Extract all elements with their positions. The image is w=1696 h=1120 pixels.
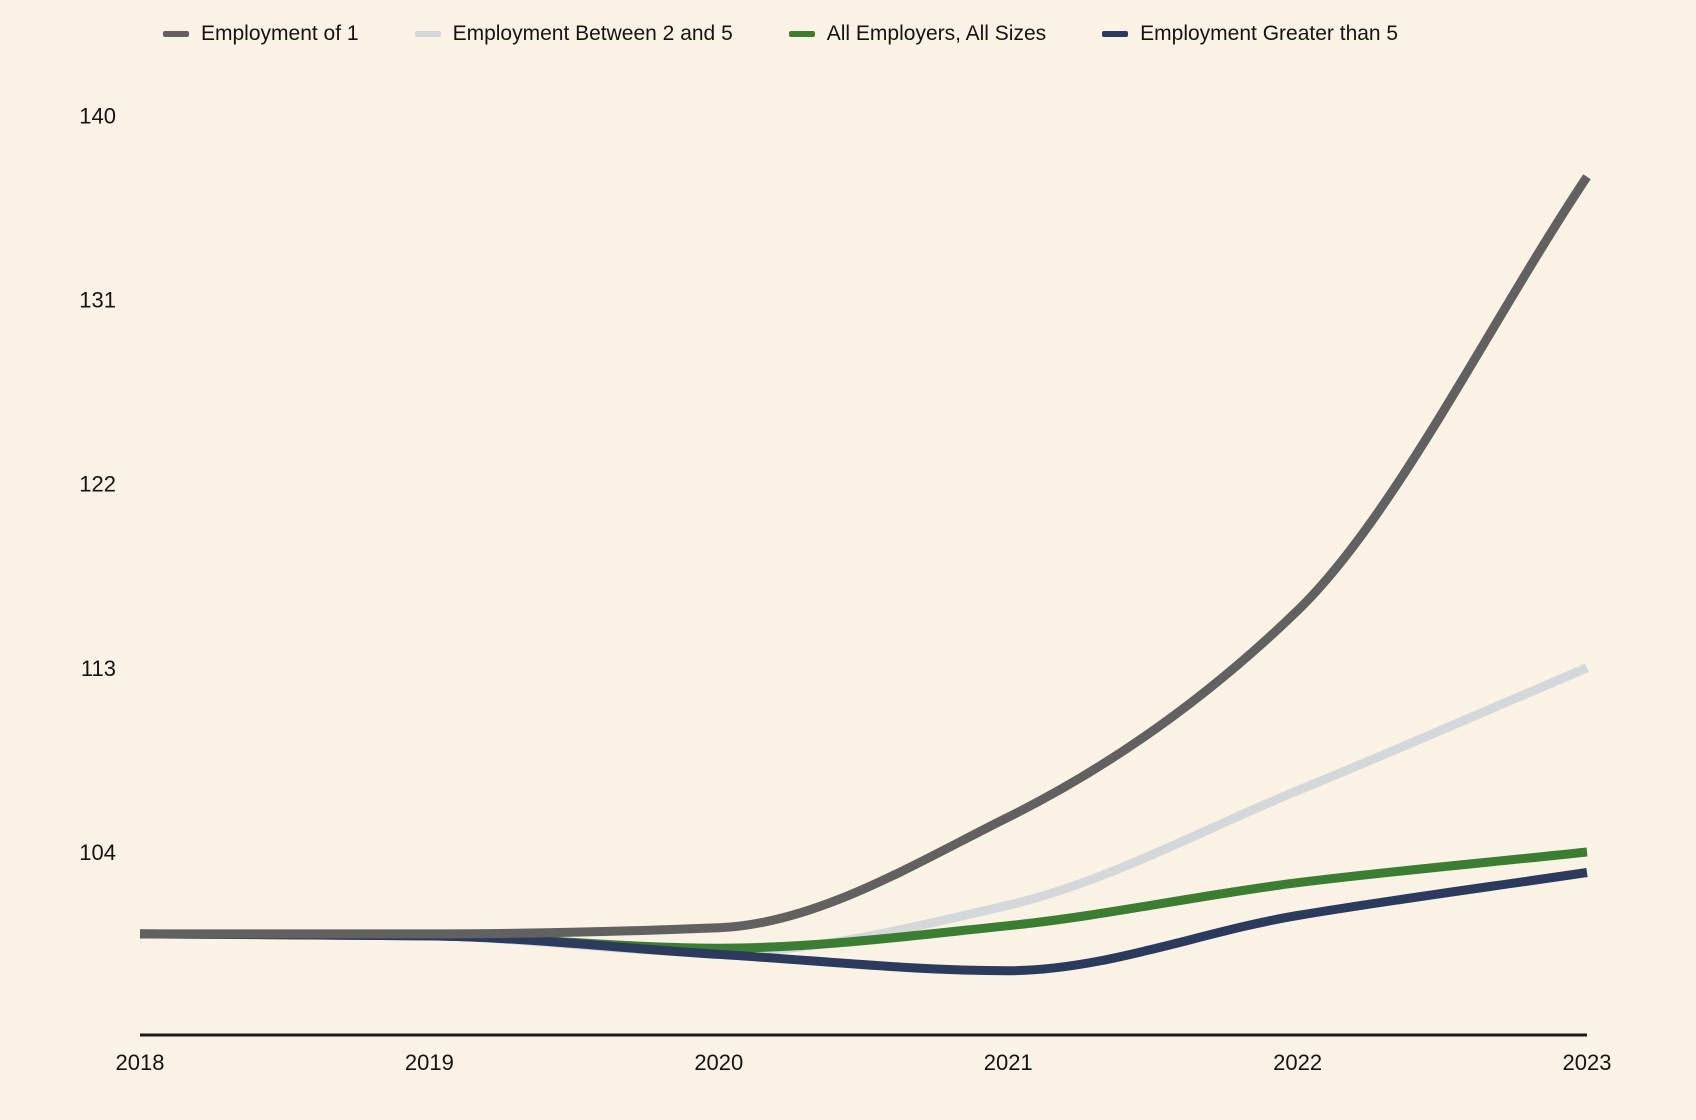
y-axis-tick-label: 113 — [81, 656, 116, 681]
legend-label: Employment Greater than 5 — [1140, 22, 1399, 45]
legend-item-employment-of-1: Employment of 1 — [163, 22, 359, 46]
series-line-employment-of-1 — [139, 174, 1591, 939]
legend-swatch-icon — [163, 31, 189, 37]
legend-swatch-icon — [788, 31, 815, 37]
legend-label: All Employers, All Sizes — [826, 22, 1047, 45]
y-axis-tick-label: 131 — [79, 287, 116, 312]
y-axis-tick-label: 122 — [79, 472, 116, 497]
y-axis-tick-label: 140 — [79, 103, 116, 128]
x-axis-tick-label: 2019 — [405, 1050, 454, 1075]
legend-swatch-icon — [1102, 31, 1129, 37]
chart-legend: Employment of 1 Employment Between 2 and … — [163, 22, 1398, 46]
legend-label: Employment Between 2 and 5 — [452, 22, 733, 45]
x-axis-tick-label: 2022 — [1273, 1050, 1322, 1075]
series-line-employment-between-2-and-5 — [139, 663, 1589, 957]
legend-item-all-employers-all-sizes: All Employers, All Sizes — [788, 22, 1047, 46]
x-axis-tick-label: 2020 — [694, 1050, 743, 1075]
legend-item-employment-greater-than-5: Employment Greater than 5 — [1102, 22, 1398, 46]
x-axis-tick-label: 2018 — [116, 1050, 165, 1075]
legend-label: Employment of 1 — [201, 22, 359, 45]
x-axis-tick-label: 2021 — [984, 1050, 1033, 1075]
legend-swatch-icon — [414, 31, 441, 37]
x-axis-tick-label: 2023 — [1563, 1050, 1612, 1075]
y-axis-tick-label: 104 — [79, 840, 116, 865]
legend-item-employment-between-2-and-5: Employment Between 2 and 5 — [414, 22, 733, 46]
